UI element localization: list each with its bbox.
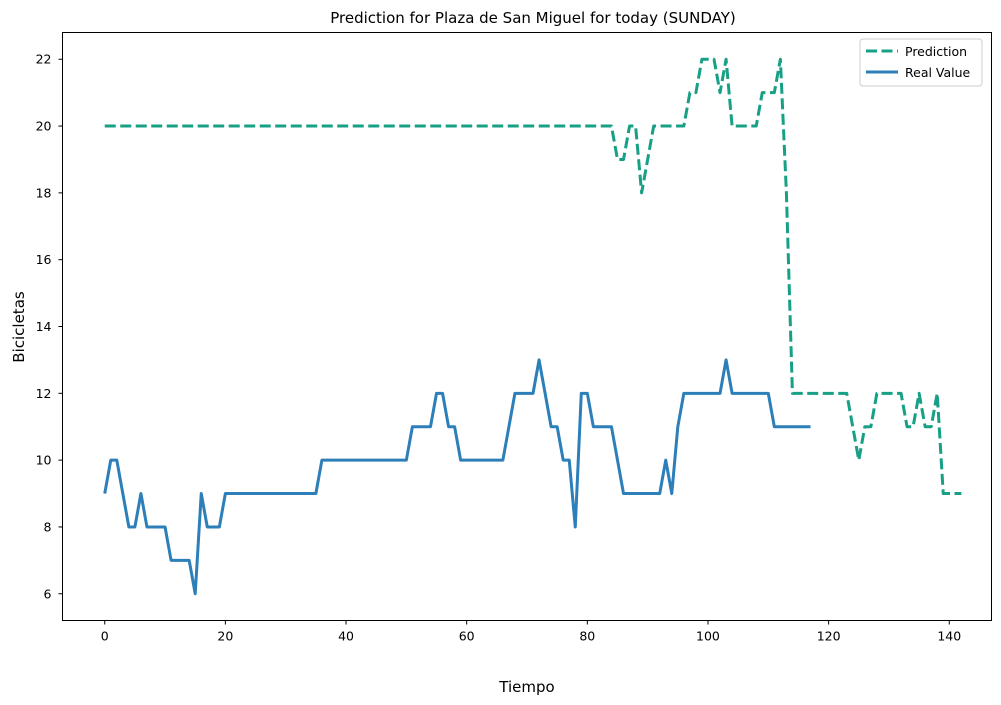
x-tick-label: 20 <box>217 629 233 644</box>
y-tick-label: 18 <box>36 185 52 200</box>
y-tick-label: 8 <box>44 519 52 534</box>
y-tick-label: 14 <box>36 319 52 334</box>
y-tick-label: 10 <box>36 453 52 468</box>
x-tick-label: 60 <box>459 629 475 644</box>
x-axis-title: Tiempo <box>498 678 554 696</box>
y-tick-label: 20 <box>36 119 52 134</box>
legend: Prediction Real Value <box>859 38 983 87</box>
legend-label-prediction: Prediction <box>905 44 967 59</box>
y-tick-label: 12 <box>36 386 52 401</box>
y-tick-label: 16 <box>36 252 52 267</box>
x-tick-label: 80 <box>579 629 595 644</box>
series-line-real-value <box>103 358 811 596</box>
series-line-prediction <box>104 57 962 496</box>
x-tick-label: 100 <box>696 629 720 644</box>
y-axis-ticks: 6 8 10 12 14 16 18 20 22 <box>36 52 63 601</box>
x-tick-label: 120 <box>817 629 841 644</box>
plot-area <box>103 57 962 596</box>
y-axis-title: Bicicletas <box>10 291 28 363</box>
y-tick-label: 22 <box>36 52 52 67</box>
x-tick-label: 140 <box>937 629 961 644</box>
legend-label-real-value: Real Value <box>905 65 971 80</box>
chart-title: Prediction for Plaza de San Miguel for t… <box>330 9 736 27</box>
x-axis-ticks: 0 20 40 60 80 100 120 140 <box>101 620 961 644</box>
y-tick-label: 6 <box>44 586 52 601</box>
x-tick-label: 0 <box>101 629 109 644</box>
x-tick-label: 40 <box>338 629 354 644</box>
